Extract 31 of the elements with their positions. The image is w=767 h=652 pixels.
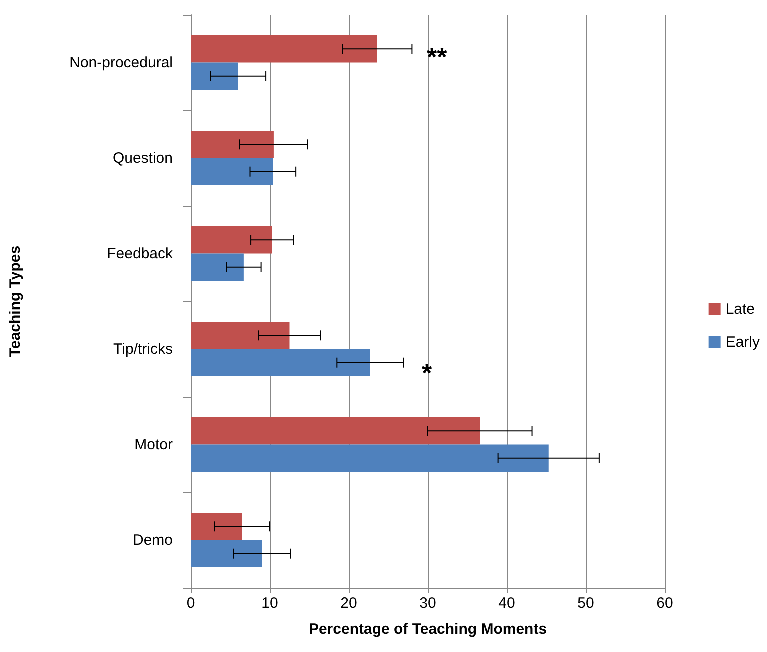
bar (191, 418, 480, 445)
x-axis-title: Percentage of Teaching Moments (308, 621, 548, 638)
y-tick-label: Feedback (107, 245, 174, 262)
y-tick-label: Tip/tricks (114, 340, 173, 358)
annotation: ** (427, 42, 448, 72)
legend-label: Late (726, 301, 756, 318)
y-tick-label: Non-procedural (70, 54, 173, 72)
y-tick-label: Motor (134, 436, 174, 454)
legend-label: Early (726, 334, 760, 351)
y-tick-label: Demo (132, 532, 173, 549)
x-tick-label: 30 (420, 595, 436, 612)
bar (191, 131, 274, 158)
bar (191, 349, 370, 376)
bar (191, 513, 242, 540)
bar (191, 62, 238, 90)
bar (191, 36, 378, 63)
annotation: * (422, 358, 433, 388)
bar (191, 322, 290, 350)
x-tick-label: 10 (262, 595, 278, 612)
y-axis-title: Teaching Types (7, 246, 24, 358)
bar (191, 226, 272, 254)
bar (191, 540, 262, 568)
bar (191, 158, 274, 186)
bar (191, 444, 549, 472)
y-tick-label: Question (112, 150, 173, 167)
x-tick-label: 20 (340, 595, 358, 612)
x-tick-label: 40 (498, 595, 516, 612)
x-tick-label: 50 (578, 595, 594, 612)
bar (191, 254, 244, 281)
x-tick-label: 0 (186, 595, 196, 612)
x-tick-label: 60 (656, 595, 674, 612)
